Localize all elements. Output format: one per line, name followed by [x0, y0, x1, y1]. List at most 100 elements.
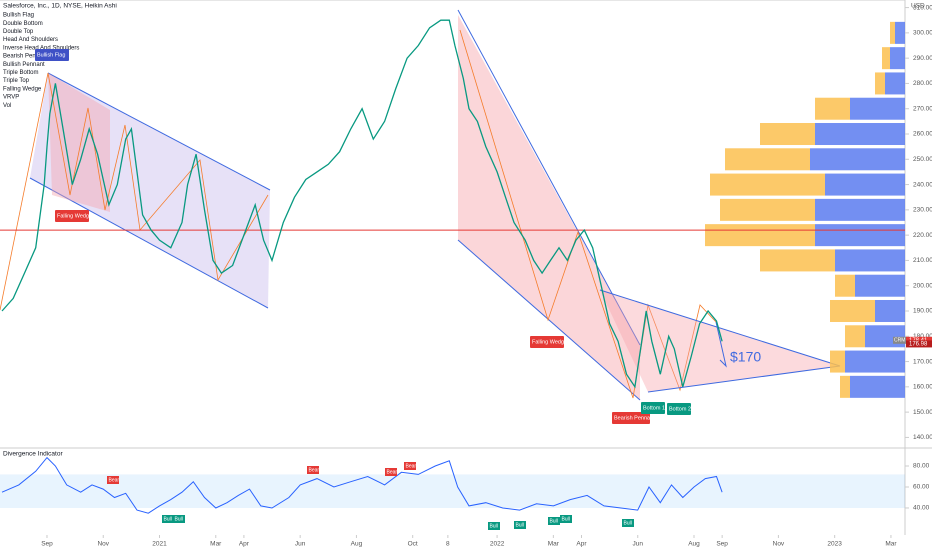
y2-tick-label: 60.00 [913, 484, 930, 491]
signal: Bull [490, 523, 498, 529]
ticker: CRM [894, 338, 905, 344]
profile-up [825, 173, 905, 196]
y-tick-label: 240.00 [913, 181, 932, 188]
signal: Bull [175, 516, 183, 522]
x-tick-label: Mar [548, 541, 560, 548]
y-tick-label: 210.00 [913, 257, 932, 264]
flag-fill [48, 73, 110, 212]
wedge-upper [457, 9, 641, 346]
x-tick-label: Sep [41, 541, 53, 548]
channel-lower [29, 177, 269, 309]
indicator-name: Bullish Pennant [3, 62, 45, 68]
y-tick-label: 300.00 [913, 30, 932, 37]
chart-title: Salesforce, Inc., 1D, NYSE, Heikin Ashi [3, 3, 117, 10]
x-tick-label: Jun [295, 541, 306, 548]
signal-box [107, 476, 119, 484]
profile-down [725, 148, 810, 171]
signal-box [173, 515, 185, 523]
x-tick-label: 2022 [490, 541, 505, 548]
signal-box [560, 515, 572, 523]
y-tick-label: 280.00 [913, 80, 932, 87]
profile-down [890, 21, 895, 44]
signal-box [162, 515, 174, 523]
profile-down [835, 274, 855, 297]
profile-down [705, 224, 815, 247]
indicator-name: Double Bottom [3, 21, 43, 27]
signal: Bull [516, 522, 524, 528]
profile-up [890, 47, 905, 70]
indicator-name: Inverse Head And Shoulders [3, 45, 79, 51]
indicator-name: Bullish Flag [3, 13, 34, 19]
signal: Bear [109, 477, 120, 483]
x-tick-label: Jun [633, 541, 644, 548]
signal-box [622, 519, 634, 527]
profile-up [885, 72, 905, 95]
annotation-box [35, 49, 69, 61]
profile-down [875, 72, 885, 95]
indicator-name: Falling Wedge [3, 86, 42, 92]
x-tick-label: 8 [446, 541, 450, 548]
y-tick-label: 290.00 [913, 55, 932, 62]
arrow [715, 321, 727, 368]
wedge-fill [458, 15, 640, 400]
annotation: Bearish Pennant [614, 415, 655, 421]
y-tick-label: 270.00 [913, 105, 932, 112]
indicator-name: Double Top [3, 29, 34, 35]
annotation-box [530, 336, 564, 348]
signal-box [548, 517, 560, 525]
y-tick-label: 200.00 [913, 282, 932, 289]
price-badge [906, 340, 932, 348]
profile-up [815, 123, 905, 146]
ticker-badge [893, 336, 906, 344]
profile-down [760, 123, 815, 146]
profile-up [865, 325, 905, 348]
y-tick-label: 260.00 [913, 131, 932, 138]
profile-down [840, 375, 850, 398]
signal-box [488, 522, 500, 530]
channel-upper [47, 72, 271, 191]
x-tick-label: Nov [773, 541, 785, 548]
signal-box [404, 462, 416, 470]
y-tick-label: 310.00 [913, 4, 932, 11]
currency: USD [911, 3, 925, 10]
y2-tick-label: 80.00 [913, 463, 930, 470]
annotation-box [641, 402, 665, 414]
x-tick-label: Oct [408, 541, 418, 548]
y-tick-label: 250.00 [913, 156, 932, 163]
signal: Bull [562, 516, 570, 522]
x-tick-label: Nov [97, 541, 109, 548]
price-label: 176.98 [909, 341, 928, 347]
y-tick-label: 190.00 [913, 308, 932, 315]
signal: Bull [164, 516, 172, 522]
indicator-name: Triple Top [3, 78, 30, 84]
signal-box [307, 466, 319, 474]
indicator-name: VRVP [3, 95, 19, 101]
profile-down [882, 47, 890, 70]
profile-down [845, 325, 865, 348]
annotation-box [612, 412, 650, 424]
signal: Bear [406, 463, 417, 469]
zigzag [47, 72, 269, 282]
profile-down [830, 299, 875, 322]
indicator-name: Bearish Pennant [3, 54, 48, 60]
band [0, 474, 905, 508]
x-tick-label: Apr [576, 541, 587, 548]
signal: Bear [309, 467, 320, 473]
y-tick-label: 170.00 [913, 358, 932, 365]
y-tick-label: 150.00 [913, 409, 932, 416]
y2-tick-label: 40.00 [913, 505, 930, 512]
indicator-name: Head And Shoulders [3, 37, 58, 43]
profile-up [835, 249, 905, 272]
profile-up [855, 274, 905, 297]
signal-box [514, 521, 526, 529]
y-tick-label: 230.00 [913, 207, 932, 214]
x-tick-label: Apr [239, 541, 250, 548]
annotation: Bottom 1 [643, 405, 665, 411]
indicator-title: Divergence Indicator [3, 451, 63, 458]
signal-box [385, 468, 397, 476]
target-label: $170 [730, 349, 761, 365]
x-tick-label: 2023 [827, 541, 842, 548]
y-tick-label: 220.00 [913, 232, 932, 239]
x-tick-label: Mar [885, 541, 897, 548]
